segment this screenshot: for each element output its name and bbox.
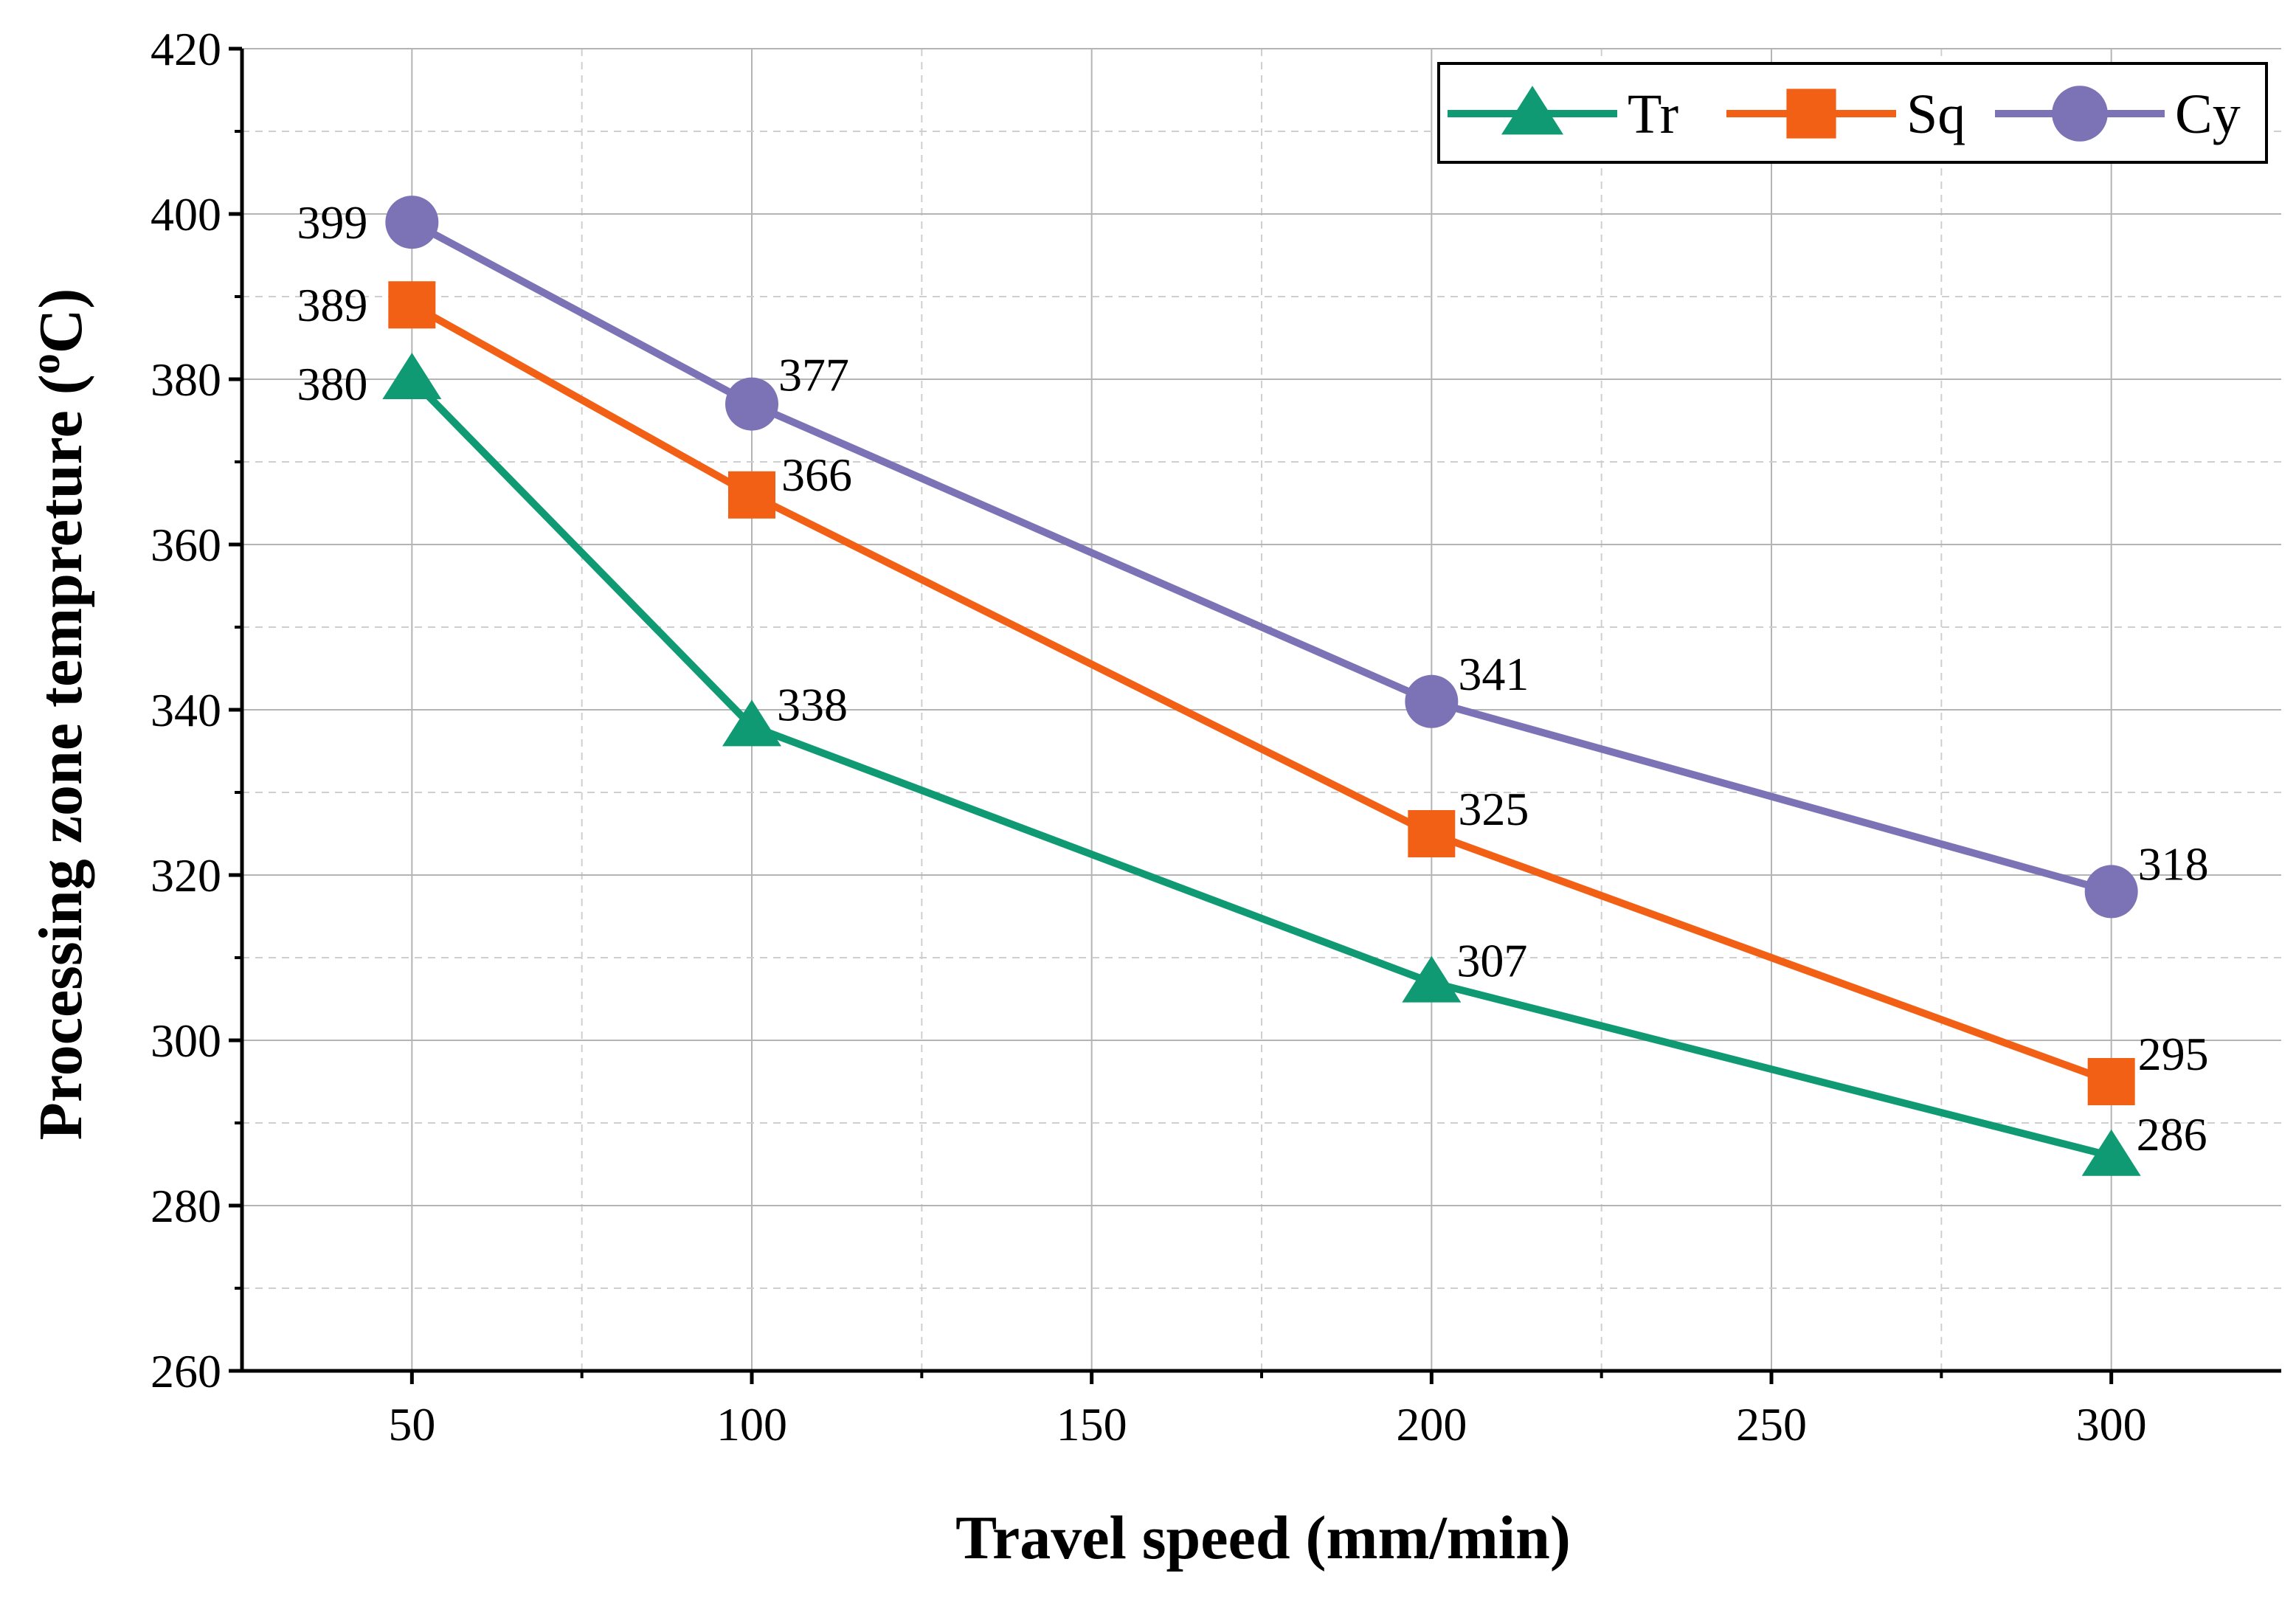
data-label-sq: 389	[297, 279, 367, 331]
legend-marker-cy	[2052, 86, 2108, 142]
series-line-tr	[409, 376, 2112, 1160]
point-cy	[1405, 674, 1459, 728]
data-label-sq: 325	[1458, 783, 1529, 835]
data-label-tr: 307	[1456, 935, 1527, 987]
data-label-tr: 338	[777, 678, 848, 730]
data-label-tr: 286	[2137, 1108, 2207, 1161]
data-label-cy: 341	[1458, 648, 1529, 700]
x-tick-label: 200	[1396, 1398, 1467, 1451]
tick-labels: 50 100 150 200 250 300 260 280 300 320 340 360 380 40…	[151, 23, 2147, 1451]
y-tick-label: 420	[151, 23, 221, 75]
legend-label-cy: Cy	[2175, 83, 2241, 145]
x-tick-label: 300	[2076, 1398, 2147, 1451]
grid-lines	[242, 48, 2281, 1372]
data-label-cy: 318	[2138, 837, 2209, 890]
data-label-sq: 366	[781, 449, 852, 501]
data-label-tr: 380	[297, 358, 367, 410]
point-tr	[382, 353, 442, 399]
y-tick-label: 340	[151, 684, 221, 736]
legend-label-sq: Sq	[1906, 83, 1965, 145]
y-axis-title: Processing zone tempreture (oC)	[23, 288, 95, 1141]
point-cy	[385, 196, 439, 249]
data-label-sq: 295	[2138, 1028, 2209, 1080]
point-cy	[725, 377, 778, 431]
point-sq	[728, 471, 775, 519]
axes	[229, 46, 2281, 1384]
y-tick-label: 380	[151, 353, 221, 406]
data-label-cy: 399	[297, 196, 367, 249]
point-tr	[722, 699, 781, 747]
data-label-cy: 377	[778, 349, 849, 401]
legend: Tr Sq Cy	[1437, 62, 2268, 164]
y-tick-label: 360	[151, 519, 221, 571]
point-sq	[1408, 810, 1456, 857]
point-sq	[388, 281, 436, 329]
legend-label-tr: Tr	[1628, 83, 1678, 145]
x-tick-label: 150	[1057, 1398, 1127, 1451]
y-tick-label: 320	[151, 849, 221, 902]
y-tick-label: 260	[151, 1345, 221, 1397]
legend-marker-tr	[1501, 86, 1563, 135]
y-tick-label: 400	[151, 188, 221, 241]
x-tick-label: 50	[388, 1398, 435, 1451]
series-line-cy	[409, 218, 2113, 896]
y-axis-title-end: C)	[27, 288, 95, 354]
point-cy	[2084, 865, 2138, 919]
point-sq	[2087, 1058, 2135, 1105]
point-tr	[1402, 955, 1462, 1003]
x-tick-label: 250	[1736, 1398, 1807, 1451]
series-lines	[382, 196, 2141, 1176]
y-axis-title-sup: o	[23, 353, 69, 374]
y-axis-title-main: Processing zone tempreture (	[27, 374, 95, 1140]
y-tick-label: 300	[151, 1014, 221, 1067]
legend-marker-sq	[1786, 89, 1836, 139]
x-axis-title: Travel speed (mm/min)	[955, 1504, 1571, 1572]
point-tr	[2081, 1129, 2141, 1176]
x-tick-label: 100	[716, 1398, 787, 1451]
data-labels: 380 338 307 286 389 366 325 295 399 377 341 318	[297, 196, 2208, 1161]
series-line-sq	[409, 301, 2113, 1085]
y-tick-label: 280	[151, 1180, 221, 1232]
